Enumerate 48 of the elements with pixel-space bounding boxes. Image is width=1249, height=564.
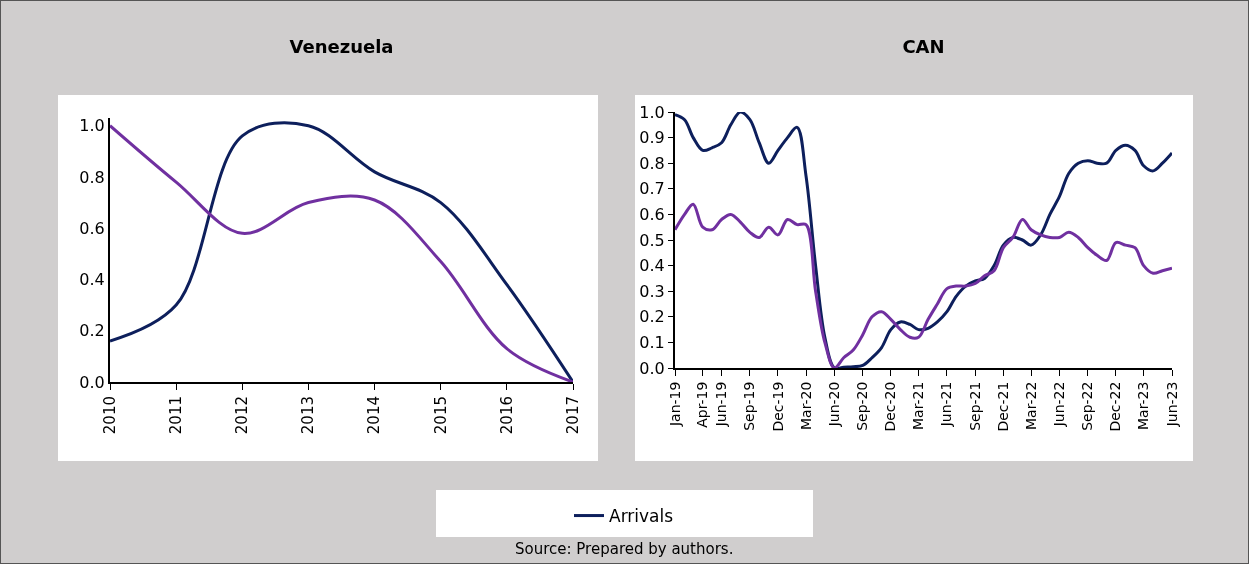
legend-label: Arrivals: [609, 506, 674, 527]
y-tick-label: 0.6: [79, 218, 105, 238]
y-tick-label: 0.0: [639, 358, 665, 378]
x-tick-label: Mar-21: [910, 381, 927, 430]
y-tick-label: 0.2: [639, 307, 665, 327]
chart-title: Venezuela: [289, 36, 394, 58]
x-tick-label: 2015: [431, 396, 450, 435]
y-tick-label: 1.0: [639, 102, 665, 122]
x-tick-label: 2016: [497, 396, 516, 435]
x-tick-label: Mar-23: [1135, 381, 1152, 430]
x-tick-label: Jun-23: [1163, 381, 1180, 428]
y-tick-label: 1.0: [79, 116, 105, 136]
x-tick-label: 2011: [167, 396, 186, 435]
x-tick-label: Jun-21: [938, 381, 955, 428]
x-tick-label: Dec-22: [1107, 381, 1124, 432]
x-tick-label: Jun-22: [1051, 381, 1068, 428]
x-tick-label: 2010: [100, 396, 119, 435]
y-tick-label: 0.4: [79, 270, 105, 290]
y-tick-label: 0.3: [639, 281, 665, 301]
y-tick-label: 0.9: [639, 128, 665, 148]
y-tick-label: 0.1: [639, 333, 665, 352]
x-tick-label: 2014: [365, 396, 384, 435]
chart-title: CAN: [902, 36, 945, 58]
x-tick-label: Sep-19: [741, 381, 758, 431]
y-tick-label: 0.6: [639, 205, 665, 224]
x-tick-label: Jun-19: [713, 381, 730, 428]
x-tick-label: Dec-21: [994, 381, 1011, 432]
x-tick-label: Dec-20: [882, 381, 899, 432]
y-tick-label: 0.7: [639, 179, 665, 199]
x-tick-label: 2017: [563, 396, 582, 435]
x-tick-label: Apr-19: [694, 381, 711, 428]
x-tick-label: Dec-19: [769, 381, 786, 432]
x-tick-label: 2013: [299, 396, 318, 435]
y-tick-label: 0.0: [79, 372, 105, 392]
y-tick-label: 0.5: [639, 230, 665, 250]
x-tick-label: Sep-20: [854, 381, 871, 431]
x-tick-label: Mar-20: [797, 381, 814, 430]
x-tick-label: Jan-19: [666, 381, 683, 428]
x-tick-label: 2012: [233, 396, 252, 435]
y-tick-label: 0.8: [639, 153, 665, 173]
x-tick-label: Sep-22: [1079, 381, 1096, 431]
source-note: Source: Prepared by authors.: [515, 540, 734, 558]
x-tick-label: Sep-21: [966, 381, 983, 431]
y-tick-label: 0.4: [639, 256, 665, 276]
y-tick-label: 0.2: [79, 321, 105, 341]
x-tick-label: Jun-20: [825, 381, 842, 428]
x-tick-label: Mar-22: [1022, 381, 1039, 430]
y-tick-label: 0.8: [79, 167, 105, 187]
